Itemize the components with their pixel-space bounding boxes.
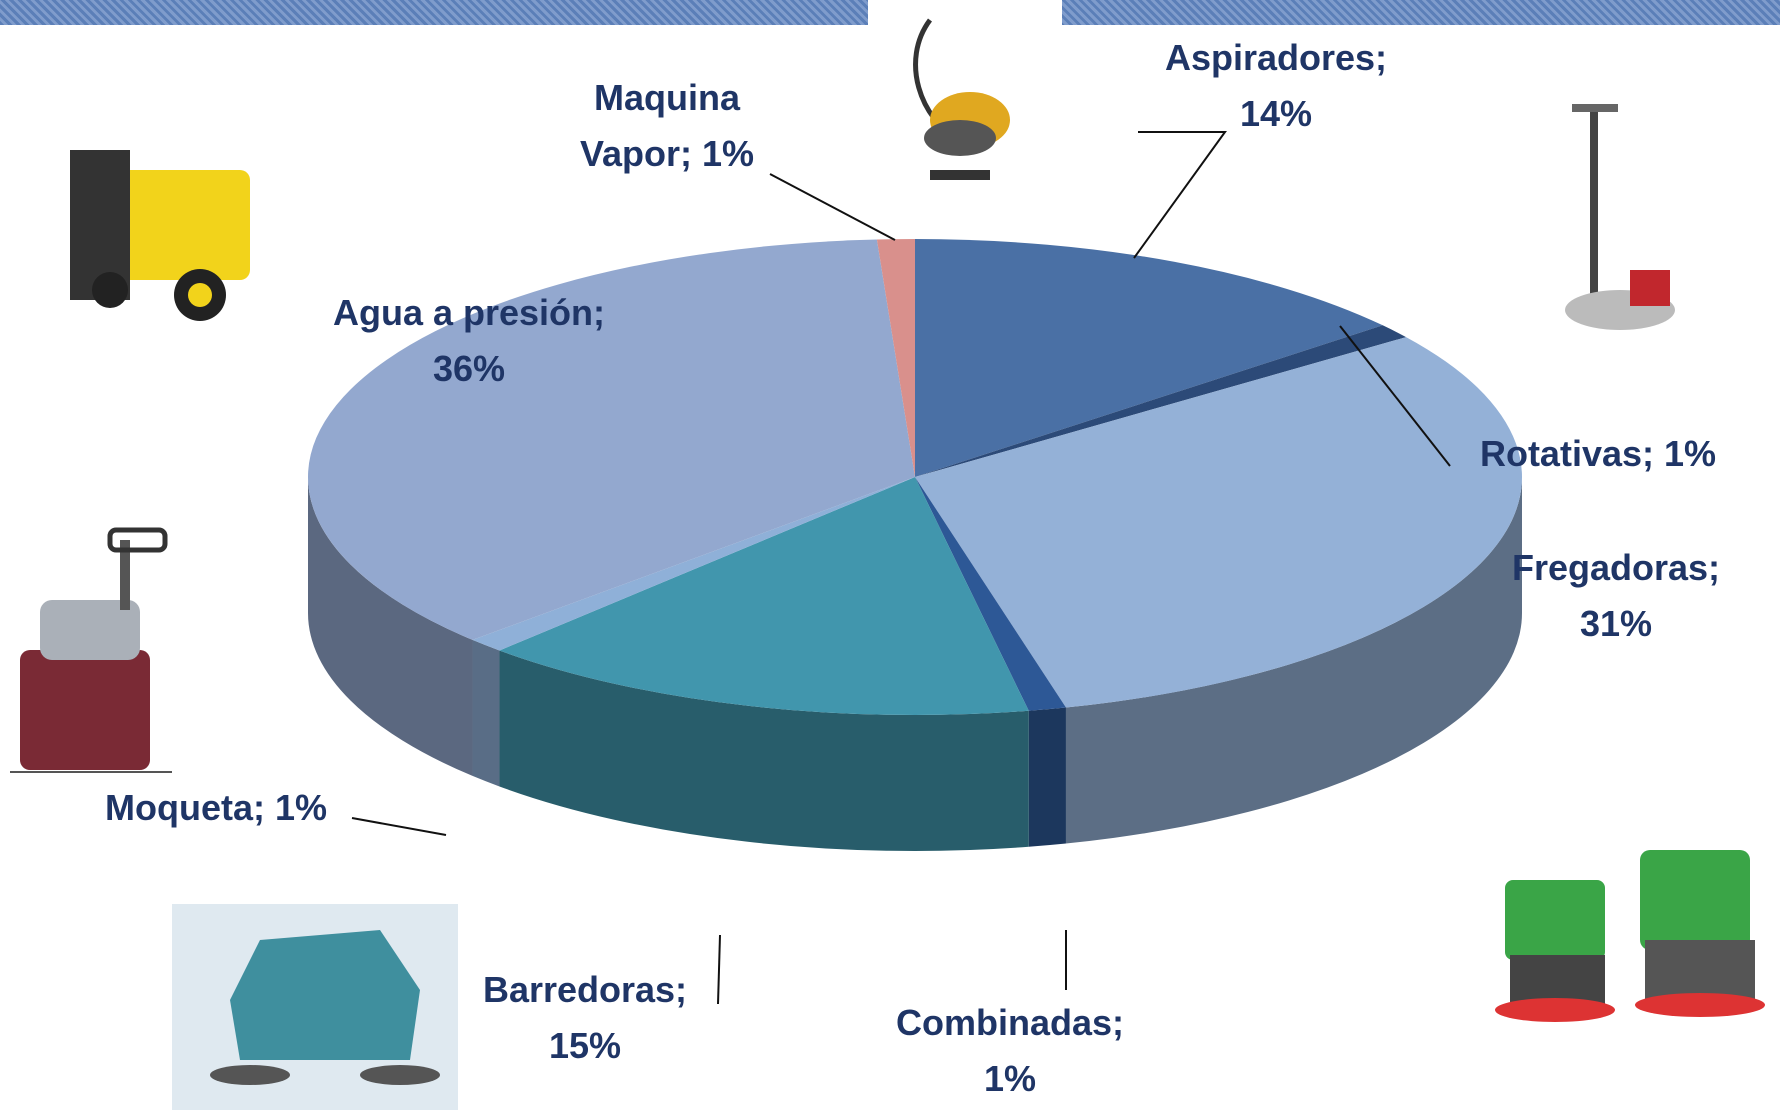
- data-label: Combinadas; 1%: [865, 995, 1155, 1107]
- data-label: Fregadoras; 31%: [1486, 540, 1746, 652]
- data-label: Agua a presión; 36%: [294, 285, 644, 397]
- data-label: Maquina Vapor; 1%: [562, 70, 772, 182]
- icon-pressure-washer: [70, 150, 250, 321]
- icon-rotary: [1565, 104, 1675, 330]
- pie-side: [473, 640, 500, 787]
- data-label: Barredoras; 15%: [460, 962, 710, 1074]
- icon-carpet: [10, 530, 172, 772]
- leader-line: [352, 818, 446, 835]
- page: (() => { const data = JSON.parse(documen…: [0, 0, 1780, 1110]
- icon-vacuum: [916, 20, 1010, 180]
- data-label: Moqueta; 1%: [66, 780, 366, 836]
- leader-line: [718, 935, 720, 1004]
- leader-line: [1134, 132, 1225, 258]
- leader-line: [770, 174, 895, 240]
- icon-sweeper: [172, 904, 458, 1110]
- data-label: Aspiradores; 14%: [1131, 30, 1421, 142]
- pie-side: [1029, 708, 1066, 847]
- icon-scrubbers: [1495, 850, 1765, 1022]
- data-label: Rotativas; 1%: [1438, 426, 1758, 482]
